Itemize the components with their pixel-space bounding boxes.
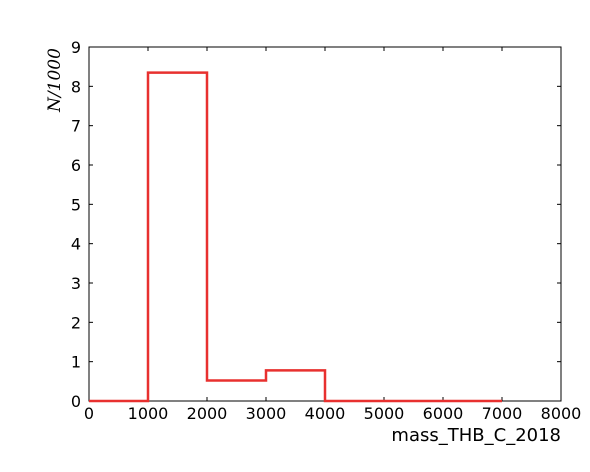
x-tick-label: 3000: [246, 404, 287, 423]
x-tick-label: 8000: [541, 404, 582, 423]
x-tick-label: 6000: [423, 404, 464, 423]
y-tick-label: 8: [71, 77, 81, 96]
y-tick-label: 3: [71, 274, 81, 293]
y-axis-label: N/1000: [45, 48, 65, 113]
x-tick-label: 0: [84, 404, 94, 423]
plot-frame: [88, 46, 562, 402]
y-tick-label: 6: [71, 156, 81, 175]
axis-ticks: [88, 46, 562, 402]
y-tick-label: 0: [71, 392, 81, 411]
y-tick-label: 2: [71, 313, 81, 332]
y-tick-label: 5: [71, 195, 81, 214]
y-tick-label: 1: [71, 353, 81, 372]
x-tick-label: 5000: [364, 404, 405, 423]
x-tick-label: 1000: [128, 404, 169, 423]
x-tick-labels: 0 1000 2000 3000 4000 5000 6000 7000 8000: [84, 404, 581, 423]
histogram-series-line: [89, 71, 502, 403]
y-tick-label: 9: [71, 38, 81, 57]
x-tick-label: 7000: [482, 404, 523, 423]
y-tick-labels: 0 1 2 3 4 5 6 7 8 9: [71, 38, 81, 411]
x-axis-label: mass_THB_C_2018: [391, 425, 561, 446]
y-tick-label: 7: [71, 117, 81, 136]
x-tick-label: 2000: [187, 404, 228, 423]
y-tick-label: 4: [71, 235, 81, 254]
x-tick-label: 4000: [305, 404, 346, 423]
